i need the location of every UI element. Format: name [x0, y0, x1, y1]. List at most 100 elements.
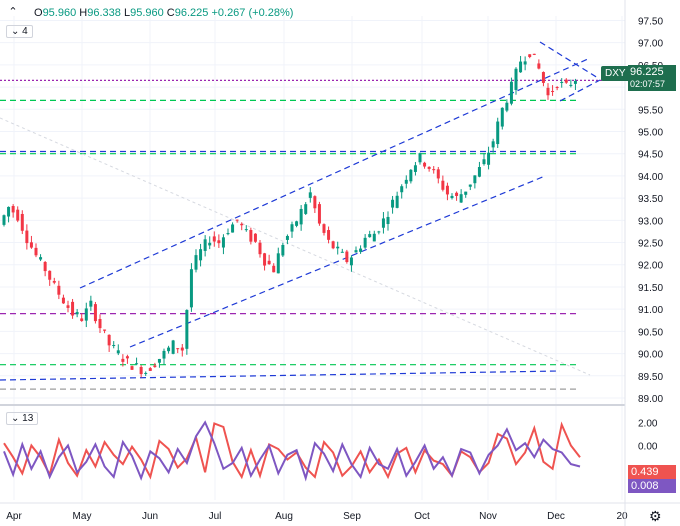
lower-channel-line [129, 175, 546, 348]
candle-body [25, 230, 29, 244]
candle-body [290, 224, 294, 232]
candle-body [272, 265, 276, 273]
x-tick-label: Oct [414, 511, 430, 522]
rsi-purple-line [3, 420, 581, 482]
chevron-down-icon: ⌄ [11, 26, 20, 37]
candle-body [541, 72, 545, 83]
candle-body [43, 262, 47, 272]
high-value: 96.338 [87, 7, 121, 19]
candle-body [57, 285, 61, 295]
candle-body [249, 229, 253, 242]
candle-body [116, 350, 120, 354]
candle-body [240, 223, 244, 226]
candle-body [7, 206, 11, 217]
time-axis[interactable]: Apr May Jun Jul Aug Sep Oct Nov Dec 20 [6, 511, 628, 522]
candle-body [427, 166, 431, 169]
y-tick-label: 92.00 [638, 261, 663, 272]
candle-body [418, 153, 422, 163]
candle-body [532, 53, 536, 55]
low-value: 95.960 [130, 7, 164, 19]
candle-body [546, 87, 550, 96]
candle-body [253, 233, 257, 242]
candle-body [551, 90, 555, 92]
y-tick-label: 91.00 [638, 305, 663, 316]
candle-body [395, 195, 399, 208]
candle-body [103, 329, 107, 331]
candle-body [80, 318, 84, 321]
candle-body [61, 297, 65, 304]
candle-body [345, 251, 349, 263]
candle-body [409, 169, 413, 182]
candle-body [491, 141, 495, 148]
rsi-indicator-count: 13 [22, 413, 34, 424]
candle-body [148, 368, 152, 371]
candle-body [404, 179, 408, 184]
candle-body [185, 310, 189, 349]
open-label: O [34, 7, 43, 19]
candle-body [455, 192, 459, 196]
candle-body [139, 366, 143, 375]
last-price-tag: 96.225 02:07:57 [628, 65, 676, 91]
y-tick-label: 94.50 [638, 150, 663, 161]
x-tick-label: Nov [479, 511, 497, 522]
candle-body [281, 244, 285, 256]
candle-body [66, 305, 70, 308]
candle-body [436, 169, 440, 179]
candle-body [285, 235, 289, 240]
candle-body [226, 233, 230, 235]
candle-body [372, 233, 376, 242]
candle-body [48, 270, 52, 280]
collapse-legend-icon[interactable]: ⌃ [8, 6, 18, 18]
gear-icon[interactable]: ⚙ [649, 508, 662, 524]
y-tick-label: 95.50 [638, 105, 663, 116]
faint-diagonal-line [0, 117, 591, 376]
wedge-upper-line [539, 41, 599, 79]
candle-body [413, 165, 417, 172]
candle-body [98, 318, 102, 329]
candle-body [71, 301, 75, 316]
candle-body [359, 248, 363, 252]
candle-body [464, 191, 468, 195]
candle-body [208, 242, 212, 246]
candle-body [299, 208, 303, 225]
high-label: H [79, 7, 88, 19]
candle-body [39, 257, 43, 260]
candle-body [221, 237, 225, 248]
x-tick-label: Aug [275, 511, 293, 522]
y-tick-label: 91.50 [638, 283, 663, 294]
candle-body [203, 239, 207, 251]
candle-body [473, 175, 477, 184]
change-value: +0.267 (+0.28%) [211, 7, 294, 19]
candle-body [349, 257, 353, 266]
rsi-tick-label: 2.00 [638, 418, 658, 429]
candle-body [84, 308, 88, 321]
indicator-toggle[interactable]: ⌄ 4 [6, 25, 33, 38]
candle-body [199, 249, 203, 261]
candle-body [2, 215, 6, 225]
rsi-indicator-toggle[interactable]: ⌄ 13 [6, 412, 39, 425]
candle-body [153, 365, 157, 368]
candle-body [537, 63, 541, 69]
candle-body [560, 81, 564, 83]
candle-body [121, 358, 125, 362]
low-label: L [123, 7, 131, 19]
candle-body [573, 80, 577, 84]
candle-body [445, 185, 449, 195]
chevron-down-icon: ⌄ [11, 413, 20, 424]
candle-body [514, 68, 518, 90]
x-tick-label: Dec [547, 511, 565, 522]
x-tick-label: Jul [209, 511, 222, 522]
upper-channel-line [79, 57, 591, 289]
candle-body [487, 152, 491, 165]
candle-body [477, 167, 481, 177]
ohlc-legend: O95.960 H96.338 L95.960 C96.225 +0.267 (… [34, 7, 293, 19]
candle-body [235, 219, 239, 221]
candle-body [340, 251, 344, 253]
candle-body [354, 250, 358, 253]
y-tick-label: 95.00 [638, 127, 663, 138]
candle-body [34, 247, 38, 256]
candle-body [381, 218, 385, 228]
y-tick-label: 89.00 [638, 394, 663, 405]
open-value: 95.960 [42, 7, 77, 19]
